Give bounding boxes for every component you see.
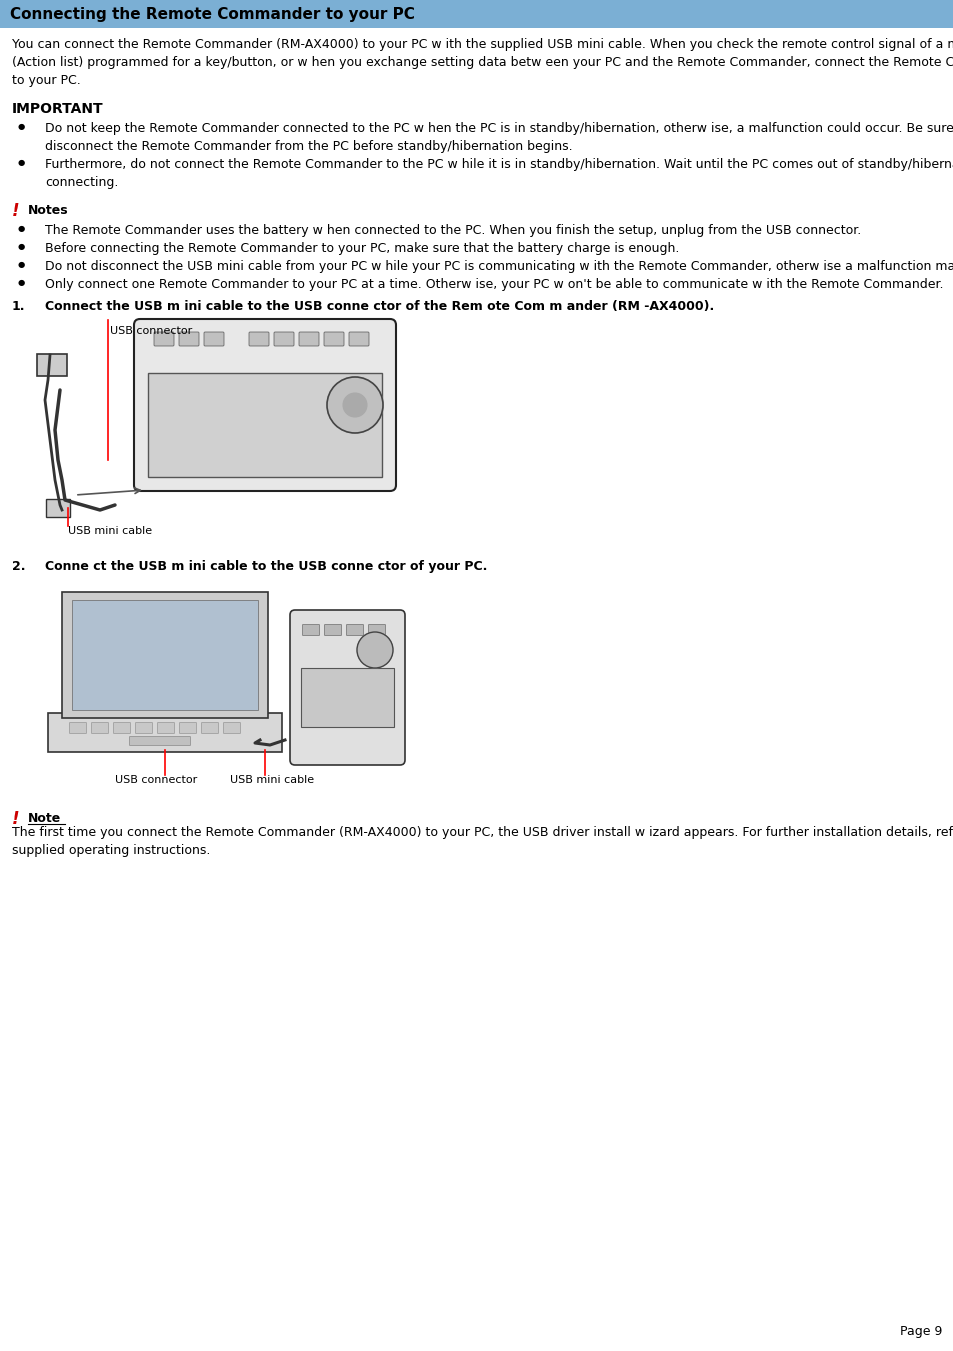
Text: ●: ● — [18, 259, 25, 269]
FancyBboxPatch shape — [274, 332, 294, 346]
Text: The first time you connect the Remote Commander (RM-AX4000) to your PC, the USB : The first time you connect the Remote Co… — [12, 825, 953, 857]
Text: Page 9: Page 9 — [899, 1325, 941, 1337]
Text: Do not keep the Remote Commander connected to the PC w hen the PC is in standby/: Do not keep the Remote Commander connect… — [45, 122, 953, 153]
FancyBboxPatch shape — [223, 723, 240, 734]
Circle shape — [343, 393, 367, 417]
Circle shape — [327, 377, 382, 434]
FancyBboxPatch shape — [91, 723, 109, 734]
FancyBboxPatch shape — [71, 600, 257, 711]
Text: You can connect the Remote Commander (RM-AX4000) to your PC w ith the supplied U: You can connect the Remote Commander (RM… — [12, 38, 953, 86]
Text: 2.: 2. — [12, 561, 26, 573]
FancyBboxPatch shape — [46, 499, 70, 517]
FancyBboxPatch shape — [204, 332, 224, 346]
FancyBboxPatch shape — [290, 611, 405, 765]
FancyBboxPatch shape — [113, 723, 131, 734]
FancyBboxPatch shape — [324, 624, 341, 635]
FancyBboxPatch shape — [349, 332, 369, 346]
Text: IMPORTANT: IMPORTANT — [12, 101, 104, 116]
FancyBboxPatch shape — [133, 319, 395, 490]
Text: Connecting the Remote Commander to your PC: Connecting the Remote Commander to your … — [10, 7, 415, 22]
FancyBboxPatch shape — [179, 332, 199, 346]
FancyBboxPatch shape — [48, 713, 282, 753]
Text: ●: ● — [18, 224, 25, 232]
FancyBboxPatch shape — [302, 624, 319, 635]
Text: Only connect one Remote Commander to your PC at a time. Otherw ise, your PC w on: Only connect one Remote Commander to you… — [45, 278, 943, 290]
FancyBboxPatch shape — [135, 723, 152, 734]
FancyBboxPatch shape — [368, 624, 385, 635]
Text: Furthermore, do not connect the Remote Commander to the PC w hile it is in stand: Furthermore, do not connect the Remote C… — [45, 158, 953, 189]
Text: ●: ● — [18, 158, 25, 168]
FancyBboxPatch shape — [201, 723, 218, 734]
Text: !: ! — [12, 811, 20, 828]
FancyBboxPatch shape — [62, 592, 268, 717]
Text: USB connector: USB connector — [110, 326, 193, 336]
FancyBboxPatch shape — [37, 354, 67, 376]
FancyBboxPatch shape — [179, 723, 196, 734]
Text: ●: ● — [18, 122, 25, 131]
Text: Do not disconnect the USB mini cable from your PC w hile your PC is communicatin: Do not disconnect the USB mini cable fro… — [45, 259, 953, 273]
Text: 1.: 1. — [12, 300, 26, 313]
Text: USB connector: USB connector — [115, 775, 197, 785]
Text: ●: ● — [18, 242, 25, 251]
Text: !: ! — [12, 203, 20, 220]
FancyBboxPatch shape — [70, 723, 87, 734]
Text: Notes: Notes — [28, 204, 69, 218]
FancyBboxPatch shape — [346, 624, 363, 635]
Text: USB mini cable: USB mini cable — [230, 775, 314, 785]
FancyBboxPatch shape — [130, 736, 191, 746]
FancyBboxPatch shape — [157, 723, 174, 734]
Text: Conne ct the USB m ini cable to the USB conne ctor of your PC.: Conne ct the USB m ini cable to the USB … — [45, 561, 487, 573]
Text: The Remote Commander uses the battery w hen connected to the PC. When you finish: The Remote Commander uses the battery w … — [45, 224, 861, 236]
FancyBboxPatch shape — [148, 373, 381, 477]
Text: ●: ● — [18, 278, 25, 286]
Circle shape — [356, 632, 393, 667]
Text: Connect the USB m ini cable to the USB conne ctor of the Rem ote Com m ander (RM: Connect the USB m ini cable to the USB c… — [45, 300, 714, 313]
Text: Note: Note — [28, 812, 61, 825]
FancyBboxPatch shape — [324, 332, 344, 346]
FancyBboxPatch shape — [298, 332, 318, 346]
FancyBboxPatch shape — [249, 332, 269, 346]
Bar — [0, 0, 953, 28]
FancyBboxPatch shape — [153, 332, 173, 346]
Text: USB mini cable: USB mini cable — [68, 526, 152, 536]
FancyBboxPatch shape — [301, 667, 394, 727]
Text: Before connecting the Remote Commander to your PC, make sure that the battery ch: Before connecting the Remote Commander t… — [45, 242, 679, 255]
